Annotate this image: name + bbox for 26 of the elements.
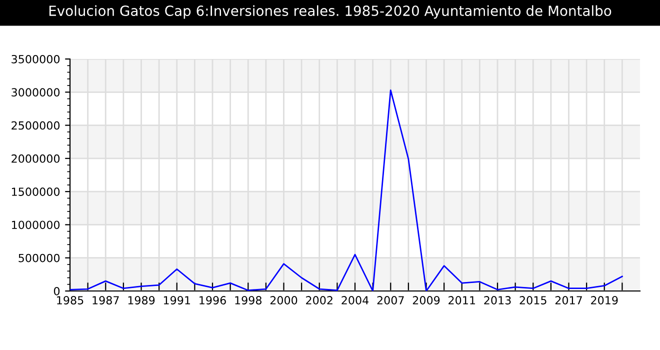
x-tick-label: 1996 — [200, 296, 226, 304]
y-tick-label: 3000000 — [12, 88, 60, 97]
x-tick-label: 1989 — [128, 296, 155, 304]
chart-title: Evolucion Gatos Cap 6:Inversiones reales. 1985-2020 Ayuntamiento de Montalbo — [49, 5, 612, 19]
line-series — [70, 89, 623, 291]
x-tick-label: 2002 — [306, 296, 332, 304]
y-tick-label: 3500000 — [12, 54, 60, 64]
x-tick-label: 1987 — [92, 296, 119, 304]
x-tick-label: 1998 — [235, 296, 262, 304]
x-tick-label: 2007 — [377, 296, 404, 304]
x-tick-label: 2000 — [270, 296, 298, 304]
x-tick-label: 2013 — [484, 296, 511, 304]
x-tick-label: 2009 — [412, 296, 440, 304]
x-tick-label: 1985 — [57, 296, 84, 304]
x-tick-label: 2015 — [520, 296, 546, 304]
y-tick-label: 1500000 — [12, 188, 60, 196]
y-tick-label: 2000000 — [12, 154, 60, 163]
x-tick-label: 2019 — [591, 296, 618, 304]
y-tick-label: 500000 — [18, 254, 60, 262]
y-tick-label: 1000000 — [12, 220, 60, 230]
x-tick-label: 2011 — [448, 296, 475, 304]
x-tick-label: 2004 — [342, 296, 369, 304]
y-tick-label: 0 — [54, 286, 60, 296]
x-tick-label: 1991 — [164, 296, 190, 304]
x-tick-label: 2017 — [555, 296, 582, 304]
y-tick-label: 2500000 — [12, 121, 60, 130]
